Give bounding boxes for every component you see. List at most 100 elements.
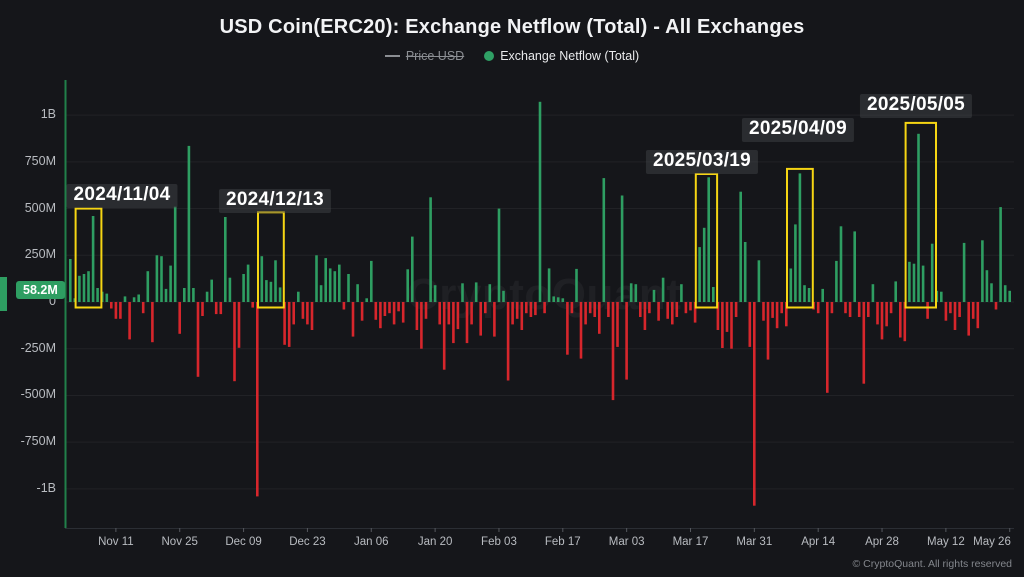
netflow-bar: [310, 302, 314, 330]
netflow-bar: [287, 302, 291, 347]
netflow-bar: [424, 302, 428, 319]
netflow-bar: [566, 302, 569, 355]
highlight-box: [257, 211, 285, 309]
netflow-bar: [456, 302, 460, 330]
netflow-bar: [556, 297, 560, 302]
netflow-bar: [214, 302, 218, 315]
netflow-bar: [607, 302, 610, 317]
netflow-bar: [620, 195, 624, 302]
netflow-bar: [196, 302, 200, 377]
netflow-bar: [712, 287, 715, 302]
netflow-bar: [388, 302, 391, 314]
netflow-bar: [397, 302, 400, 312]
netflow-bar: [415, 302, 419, 330]
netflow-bar: [233, 302, 236, 382]
netflow-bar: [853, 231, 856, 302]
netflow-bar: [857, 302, 861, 317]
netflow-bar: [515, 302, 519, 319]
netflow-bar: [579, 302, 583, 359]
netflow-bar: [506, 302, 510, 381]
netflow-bar: [785, 302, 788, 327]
netflow-bar: [629, 283, 633, 302]
netflow-bar: [985, 270, 989, 302]
netflow-bar: [484, 302, 487, 314]
netflow-bar: [976, 302, 980, 329]
netflow-bar: [319, 285, 323, 302]
netflow-bar: [283, 302, 286, 345]
netflow-bar: [114, 302, 118, 319]
netflow-bar: [593, 302, 596, 317]
netflow-bar: [547, 268, 551, 302]
netflow-bar: [69, 259, 72, 302]
legend-item-exchange-netflow[interactable]: Exchange Netflow (Total): [484, 49, 639, 63]
netflow-bar: [351, 302, 355, 337]
netflow-bar: [333, 271, 337, 302]
legend: Price USD Exchange Netflow (Total): [0, 49, 1024, 63]
netflow-bar: [953, 302, 957, 330]
netflow-bar: [816, 302, 820, 314]
netflow-bar: [803, 285, 806, 302]
netflow-bar: [821, 288, 824, 302]
netflow-bar: [246, 264, 250, 302]
netflow-bar: [753, 302, 756, 506]
netflow-bar: [123, 296, 127, 302]
netflow-bar: [433, 285, 437, 302]
netflow-bar: [224, 217, 227, 302]
netflow-bar: [146, 271, 150, 302]
highlight-box: [786, 167, 814, 309]
netflow-bar: [771, 302, 774, 318]
netflow-bar: [269, 281, 273, 302]
netflow-bar: [328, 268, 332, 302]
netflow-bar: [497, 208, 501, 303]
netflow-bar: [470, 302, 473, 325]
netflow-bar: [561, 298, 565, 302]
netflow-bar: [716, 302, 720, 330]
netflow-bar: [775, 302, 779, 329]
netflow-bar: [848, 302, 852, 317]
netflow-bar: [187, 145, 191, 302]
netflow-bar: [374, 302, 378, 320]
netflow-series-dot-icon: [484, 51, 495, 61]
netflow-bar: [292, 302, 295, 325]
netflow-bar: [693, 302, 697, 323]
netflow-bar: [493, 302, 496, 337]
netflow-bar: [538, 101, 542, 302]
netflow-bar: [87, 271, 90, 302]
netflow-bar: [306, 302, 309, 325]
netflow-bar: [141, 302, 145, 314]
netflow-bar: [442, 302, 446, 370]
netflow-bar: [639, 302, 642, 317]
netflow-bar: [652, 289, 656, 302]
netflow-bar: [940, 291, 943, 302]
netflow-bar: [338, 264, 341, 302]
netflow-bar: [452, 302, 455, 344]
legend-netflow-label: Exchange Netflow (Total): [500, 49, 640, 63]
netflow-bar: [461, 283, 464, 302]
netflow-bar: [91, 216, 95, 302]
highlight-box: [904, 121, 937, 309]
netflow-bar: [511, 302, 514, 325]
netflow-bar: [315, 255, 318, 302]
netflow-bar: [155, 255, 159, 302]
netflow-bar: [479, 302, 482, 336]
netflow-bar: [835, 260, 838, 302]
netflow-bar: [210, 279, 213, 302]
netflow-bar: [297, 291, 300, 302]
netflow-bar: [420, 302, 423, 349]
netflow-bar: [520, 302, 524, 330]
netflow-bar: [260, 256, 264, 302]
legend-item-price-usd[interactable]: Price USD: [384, 49, 464, 63]
netflow-bar: [958, 302, 961, 317]
netflow-bar: [411, 236, 414, 302]
netflow-bar: [584, 302, 587, 325]
netflow-bar: [278, 287, 282, 302]
netflow-bar: [105, 293, 109, 302]
netflow-bar: [634, 284, 638, 302]
netflow-bar: [274, 260, 277, 302]
netflow-bar: [661, 277, 665, 302]
netflow-bar: [611, 302, 615, 401]
netflow-bar: [237, 302, 241, 348]
netflow-bar: [994, 302, 998, 310]
netflow-bar: [748, 302, 752, 347]
netflow-bar: [671, 302, 674, 325]
